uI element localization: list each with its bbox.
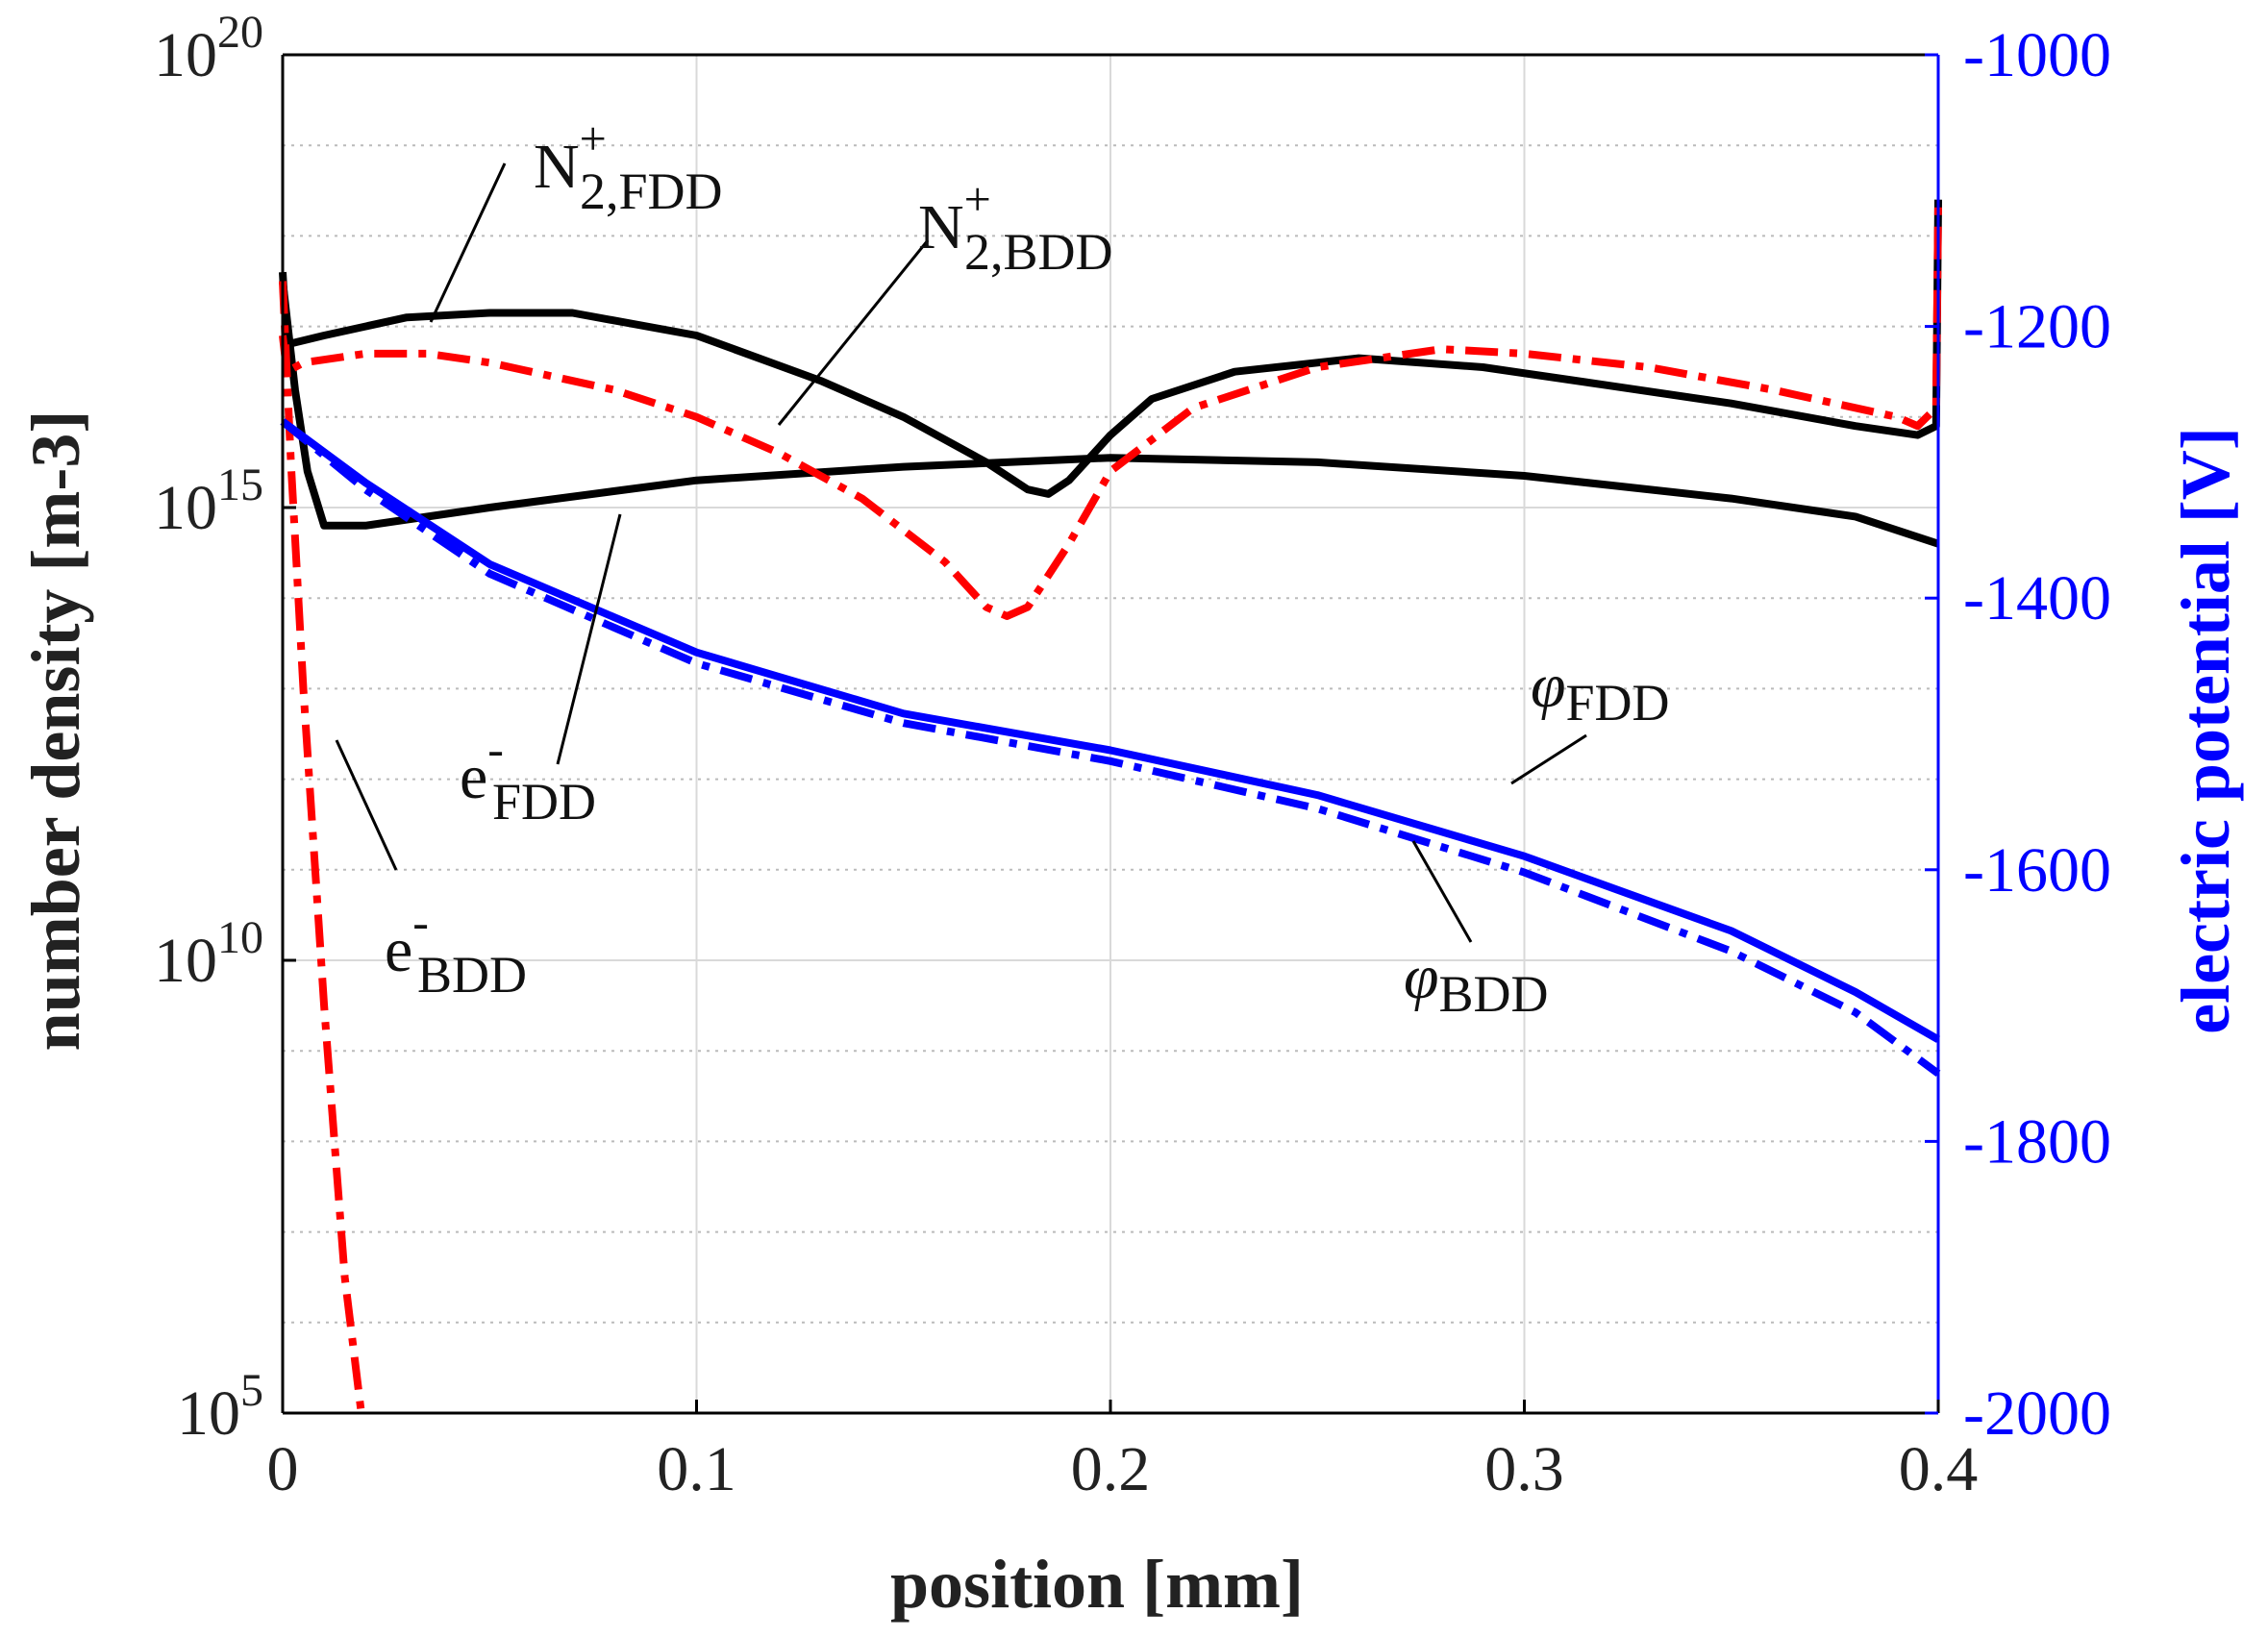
y-right-tick-label: -1600 xyxy=(1963,835,2111,906)
y-left-tick-label: 105 xyxy=(177,1365,263,1449)
annotation-leader-n2-fdd xyxy=(429,162,507,323)
x-tick-label: 0.3 xyxy=(1484,1434,1564,1504)
axes: 0 0.1 0.2 0.3 0.4 105 1010 1015 1020 -1000 -1200 -1… xyxy=(154,7,2111,1504)
y-axis-right-label: electric potential [V] xyxy=(2167,427,2244,1034)
annotation-leader-e-bdd xyxy=(335,739,398,871)
annotation-leader-phi-bdd xyxy=(1411,840,1473,943)
y-right-tick-label: -2000 xyxy=(1963,1378,2111,1449)
x-tick-label: 0.1 xyxy=(657,1434,736,1504)
series-line-phi-bdd xyxy=(280,418,1941,1078)
annotation-label-e-bdd: e-BDD xyxy=(385,895,527,1004)
annotation-label-e-fdd: e-FDD xyxy=(460,722,596,831)
y-right-tick-label: -1000 xyxy=(1963,20,2111,90)
annotation-label-phi-bdd: φBDD xyxy=(1404,942,1549,1023)
series-line-n2-bdd xyxy=(279,199,1942,620)
series-line-n2-fdd xyxy=(279,199,1942,498)
grid xyxy=(283,55,1938,1413)
annotation-label-n2-fdd: N+ 2,FDD xyxy=(534,112,723,220)
x-tick-label: 0 xyxy=(267,1434,299,1504)
x-tick-label: 0.2 xyxy=(1071,1434,1151,1504)
annotation-leader-n2-bdd xyxy=(777,239,930,426)
annotation-leader-e-fdd xyxy=(556,513,622,765)
series-line-e-fdd xyxy=(279,281,1940,548)
annotation-label-n2-bdd: N+ 2,BDD xyxy=(918,172,1113,281)
y-right-tick-label: -1800 xyxy=(1963,1106,2111,1177)
x-axis-label: position [mm] xyxy=(890,1546,1304,1623)
annotations: N+ 2,FDD N+ 2,BDD e-FDD e-BDD φFDD φBDD xyxy=(335,112,1670,1023)
series-line-phi-fdd xyxy=(280,418,1940,1043)
y-right-tick-label: -1400 xyxy=(1963,563,2111,633)
y-left-tick-label: 1010 xyxy=(154,912,263,996)
y-right-tick-label: -1200 xyxy=(1963,292,2111,362)
series-group xyxy=(279,199,1942,1414)
annotation-leader-phi-fdd xyxy=(1510,733,1587,785)
y-left-tick-label: 1020 xyxy=(154,7,263,90)
y-axis-left-label: number density [m-3] xyxy=(17,410,94,1052)
x-tick-label: 0.4 xyxy=(1899,1434,1979,1504)
y-left-tick-label: 1015 xyxy=(154,459,263,543)
annotation-label-phi-fdd: φFDD xyxy=(1531,651,1670,732)
